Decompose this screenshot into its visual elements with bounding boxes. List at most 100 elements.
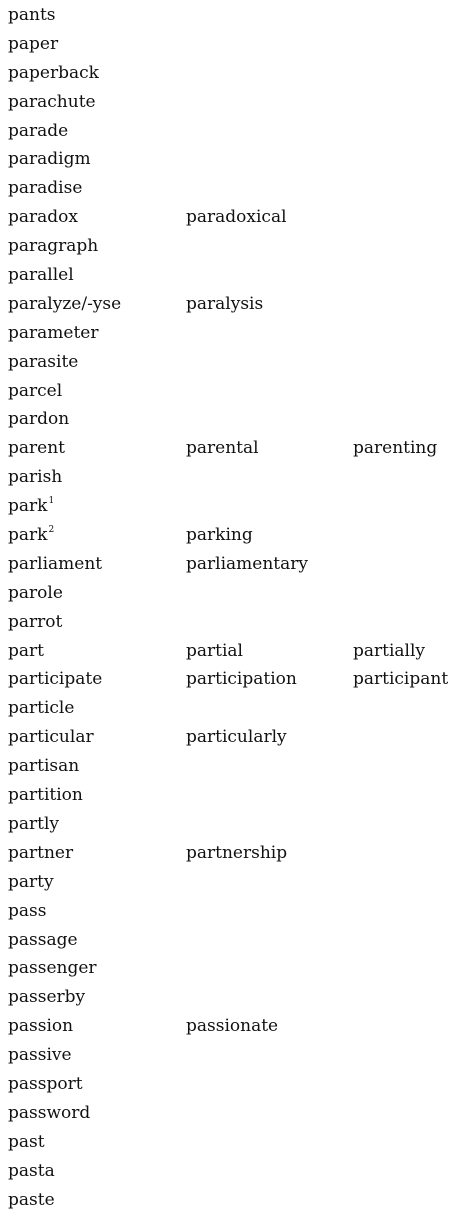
derived-word: participation <box>186 669 297 689</box>
word-text: paradise <box>8 178 83 199</box>
headword: parameter <box>8 323 98 343</box>
word-text: participant <box>353 669 449 690</box>
word-text: passage <box>8 929 78 950</box>
word-row: passport <box>0 1069 464 1098</box>
derived-word: particularly <box>186 727 287 747</box>
headword: pass <box>8 901 46 921</box>
word-row: pass <box>0 896 464 925</box>
headword: parcel <box>8 381 62 401</box>
derived-word: paradoxical <box>186 207 287 227</box>
word-text: passionate <box>186 1016 279 1037</box>
homonym-superscript: 2 <box>48 525 55 536</box>
word-text: parking <box>186 525 253 546</box>
derived-word: parental <box>186 438 259 458</box>
headword: pants <box>8 5 56 25</box>
word-text: partition <box>8 785 83 806</box>
word-text: parallel <box>8 265 74 286</box>
word-text: participation <box>186 669 297 690</box>
word-row: parcel <box>0 376 464 405</box>
derived-word: partnership <box>186 843 287 863</box>
headword: parish <box>8 467 62 487</box>
word-text: paradigm <box>8 149 91 170</box>
word-text: passion <box>8 1016 74 1037</box>
headword: partition <box>8 785 83 805</box>
word-text: passerby <box>8 987 86 1008</box>
word-row: particle <box>0 693 464 722</box>
word-text: party <box>8 871 54 892</box>
word-text: parish <box>8 467 63 488</box>
word-text: parameter <box>8 322 99 343</box>
derived-word: paralysis <box>186 294 263 314</box>
headword: passion <box>8 1016 73 1036</box>
word-text: particle <box>8 698 75 719</box>
word-row: passage <box>0 925 464 954</box>
word-text: particularly <box>186 727 287 748</box>
word-row: parent parental parenting <box>0 433 464 462</box>
headword: paste <box>8 1190 55 1210</box>
word-text: parade <box>8 120 69 141</box>
word-text: partial <box>186 640 243 661</box>
headword: paperback <box>8 63 99 83</box>
word-text: participate <box>8 669 103 690</box>
word-row: partner partnership <box>0 838 464 867</box>
word-row: park2 parking <box>0 520 464 549</box>
word-row: passenger <box>0 953 464 982</box>
word-text: paradox <box>8 207 78 228</box>
word-row: paragraph <box>0 231 464 260</box>
headword: paradox <box>8 207 78 227</box>
headword: parade <box>8 121 68 141</box>
word-row: part partial partially <box>0 636 464 665</box>
headword: pasta <box>8 1161 55 1181</box>
headword: park2 <box>8 525 54 548</box>
word-text: parent <box>8 438 65 459</box>
word-row: partition <box>0 780 464 809</box>
word-row: passion passionate <box>0 1011 464 1040</box>
headword: passport <box>8 1074 83 1094</box>
word-row: parallel <box>0 260 464 289</box>
word-text: parcel <box>8 380 63 401</box>
word-row: paradigm <box>0 144 464 173</box>
word-text: park <box>8 496 48 517</box>
word-text: paragraph <box>8 236 99 257</box>
word-row: passive <box>0 1040 464 1069</box>
headword: particular <box>8 727 94 747</box>
word-text: passport <box>8 1073 83 1094</box>
word-text: password <box>8 1102 91 1123</box>
headword: parrot <box>8 612 62 632</box>
word-row: park1 <box>0 491 464 520</box>
word-text: parliament <box>8 553 103 574</box>
word-row: party <box>0 867 464 896</box>
word-text: paste <box>8 1189 55 1210</box>
homonym-superscript: 1 <box>48 496 55 507</box>
word-text: passenger <box>8 958 97 979</box>
word-row: pants <box>0 0 464 29</box>
word-row: parachute <box>0 87 464 116</box>
word-row: parliament parliamentary <box>0 549 464 578</box>
headword: park1 <box>8 496 54 519</box>
headword: paradise <box>8 178 82 198</box>
word-text: partially <box>353 640 426 661</box>
headword: particle <box>8 698 74 718</box>
word-row: participate participation participant <box>0 664 464 693</box>
derived-word: passionate <box>186 1016 278 1036</box>
word-text: partly <box>8 813 60 834</box>
derived-word: parking <box>186 525 253 545</box>
word-text: park <box>8 525 48 546</box>
headword: parasite <box>8 352 78 372</box>
word-row: password <box>0 1098 464 1127</box>
derived-word: parliamentary <box>186 554 308 574</box>
word-row: pasta <box>0 1156 464 1185</box>
word-row: paralyze/-yse paralysis <box>0 289 464 318</box>
word-text: pass <box>8 900 47 921</box>
word-text: part <box>8 640 44 661</box>
word-row: paradox paradoxical <box>0 202 464 231</box>
headword: participate <box>8 669 102 689</box>
word-text: paralysis <box>186 293 264 314</box>
word-row: parameter <box>0 318 464 347</box>
headword: partly <box>8 814 59 834</box>
word-text: partner <box>8 842 74 863</box>
headword: passive <box>8 1045 72 1065</box>
word-text: parenting <box>353 438 438 459</box>
word-text: parasite <box>8 351 79 372</box>
